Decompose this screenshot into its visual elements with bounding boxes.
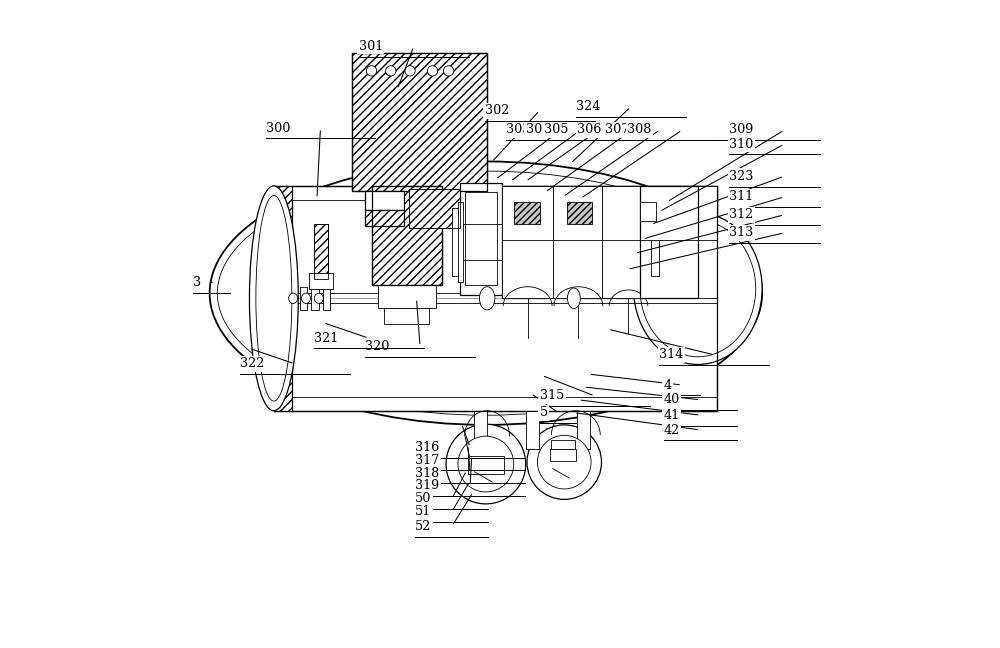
Text: 313: 313 <box>729 226 754 239</box>
Bar <box>474 411 487 449</box>
Text: 310: 310 <box>729 137 754 150</box>
Bar <box>300 286 307 310</box>
Text: 52: 52 <box>415 520 432 533</box>
Text: 311: 311 <box>729 191 753 203</box>
Bar <box>365 211 404 226</box>
Ellipse shape <box>366 65 377 76</box>
Bar <box>314 224 328 279</box>
Text: 302: 302 <box>485 104 509 117</box>
Bar <box>352 53 487 191</box>
Text: 315: 315 <box>540 389 564 402</box>
Bar <box>458 202 463 283</box>
Text: 42: 42 <box>664 424 680 437</box>
Bar <box>643 186 717 298</box>
Bar <box>550 449 576 461</box>
Text: 323: 323 <box>729 170 754 183</box>
Bar <box>526 411 539 449</box>
Text: 301: 301 <box>359 40 383 53</box>
Ellipse shape <box>443 65 454 76</box>
Text: 51: 51 <box>415 505 431 518</box>
Text: 318: 318 <box>415 467 439 480</box>
Bar <box>452 209 460 276</box>
Ellipse shape <box>446 424 526 504</box>
Text: 306: 306 <box>577 124 601 137</box>
Text: 321: 321 <box>314 332 338 345</box>
Bar <box>409 189 460 227</box>
Ellipse shape <box>301 293 310 303</box>
Text: 40: 40 <box>664 393 680 406</box>
Ellipse shape <box>405 65 415 76</box>
Ellipse shape <box>314 293 323 303</box>
Text: 305: 305 <box>544 124 568 137</box>
Bar <box>553 186 602 298</box>
Bar <box>309 273 333 288</box>
Bar <box>311 286 319 310</box>
Bar <box>352 53 487 191</box>
Bar <box>502 186 553 298</box>
Text: 324: 324 <box>576 100 600 113</box>
Ellipse shape <box>479 286 495 310</box>
Ellipse shape <box>386 65 396 76</box>
Bar <box>314 224 328 279</box>
Ellipse shape <box>634 213 762 364</box>
Text: 309: 309 <box>729 124 754 137</box>
Text: 300: 300 <box>266 122 290 135</box>
Text: 3: 3 <box>193 276 201 289</box>
Text: 308: 308 <box>627 124 652 137</box>
Ellipse shape <box>210 161 762 425</box>
Bar <box>640 202 656 221</box>
Bar <box>274 186 292 411</box>
Bar <box>465 192 497 286</box>
Ellipse shape <box>527 425 602 500</box>
Text: 304: 304 <box>526 124 550 137</box>
Bar <box>274 186 717 411</box>
Text: 317: 317 <box>415 454 439 467</box>
Bar <box>577 411 590 449</box>
Text: 312: 312 <box>729 208 754 221</box>
Bar <box>502 186 717 298</box>
Bar <box>551 439 575 449</box>
Ellipse shape <box>567 288 580 308</box>
Text: 316: 316 <box>415 441 439 454</box>
Text: 50: 50 <box>415 492 432 505</box>
Bar <box>567 202 592 224</box>
Text: 41: 41 <box>664 409 680 422</box>
Text: 307: 307 <box>605 124 629 137</box>
Text: 303: 303 <box>506 124 530 137</box>
Ellipse shape <box>537 435 591 489</box>
Text: 322: 322 <box>240 357 264 370</box>
Bar <box>651 240 659 276</box>
Text: 4: 4 <box>664 378 672 391</box>
Ellipse shape <box>249 186 298 411</box>
Bar <box>372 186 442 286</box>
Bar <box>460 183 502 295</box>
Ellipse shape <box>427 65 438 76</box>
Bar <box>409 189 460 227</box>
Ellipse shape <box>458 436 514 492</box>
Text: 320: 320 <box>365 340 389 353</box>
Ellipse shape <box>289 293 298 303</box>
Bar <box>365 191 404 211</box>
Text: 319: 319 <box>415 480 439 492</box>
Bar <box>602 186 643 298</box>
Text: 314: 314 <box>659 349 684 362</box>
Bar <box>378 286 436 308</box>
Bar <box>514 202 540 224</box>
Bar <box>372 186 442 286</box>
Text: 5: 5 <box>540 406 548 419</box>
Bar <box>384 308 429 324</box>
Bar <box>640 186 698 298</box>
Bar <box>323 286 330 310</box>
Bar <box>468 456 504 474</box>
